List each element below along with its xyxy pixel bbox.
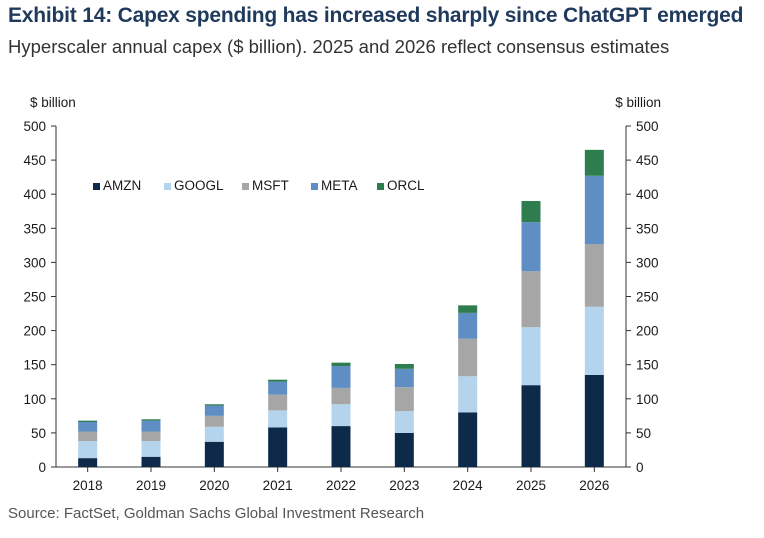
bar-segment-meta-2026 [584, 175, 604, 244]
bar-segment-orcl-2019 [141, 419, 161, 421]
bar-segment-orcl-2023 [394, 364, 414, 369]
bar-segment-amzn-2025 [521, 385, 541, 467]
legend-label-amzn: AMZN [103, 178, 141, 193]
bar-segment-googl-2026 [584, 306, 604, 375]
capex-chart: $ billion $ billion 0 0 50 50 100 100 150 150 200 2… [23, 95, 661, 493]
legend-label-orcl: ORCL [387, 178, 425, 193]
bar-segment-meta-2020 [204, 405, 224, 416]
source-note: Source: FactSet, Goldman Sachs Global In… [8, 505, 425, 522]
bar-segment-amzn-2019 [141, 456, 161, 467]
right-tick-label: 400 [636, 187, 659, 202]
right-tick-label: 300 [636, 255, 659, 270]
left-tick-label: 350 [23, 221, 46, 236]
bar-segment-msft-2022 [331, 387, 351, 405]
bar-segment-msft-2018 [78, 431, 98, 442]
bar-segment-googl-2018 [78, 441, 98, 459]
bar-segment-msft-2019 [141, 431, 161, 442]
bar-segment-meta-2023 [394, 368, 414, 388]
bar-segment-orcl-2024 [458, 305, 478, 313]
left-axis-unit-label: $ billion [30, 95, 76, 110]
bar-segment-amzn-2023 [394, 432, 414, 467]
bar-segment-amzn-2024 [458, 412, 478, 467]
bar-segment-googl-2021 [268, 410, 288, 428]
bar-segment-msft-2023 [394, 387, 414, 412]
left-tick-label: 0 [38, 460, 46, 475]
x-tick-label: 2023 [389, 478, 419, 493]
bar-segment-msft-2020 [204, 415, 224, 427]
bar-segment-googl-2019 [141, 441, 161, 457]
right-axis-unit-label: $ billion [615, 95, 661, 110]
bar-segment-orcl-2022 [331, 362, 351, 367]
bar-segment-orcl-2018 [78, 420, 98, 422]
bar-segment-meta-2024 [458, 312, 478, 339]
left-tick-label: 150 [23, 358, 46, 373]
left-tick-label: 50 [31, 426, 46, 441]
bar-segment-amzn-2018 [78, 458, 98, 467]
bar-segment-googl-2025 [521, 327, 541, 386]
bar-segment-meta-2025 [521, 222, 541, 272]
right-tick-label: 500 [636, 119, 659, 134]
right-tick-label: 0 [636, 460, 644, 475]
x-tick-label: 2024 [453, 478, 484, 493]
bar-segment-orcl-2021 [268, 379, 288, 382]
bar-segment-orcl-2025 [521, 201, 541, 223]
right-tick-label: 50 [636, 426, 651, 441]
left-tick-label: 400 [23, 187, 46, 202]
bar-segment-amzn-2022 [331, 426, 351, 467]
legend-swatch-orcl [377, 183, 384, 190]
right-tick-label: 350 [636, 221, 659, 236]
legend-swatch-msft [242, 183, 249, 190]
bar-segment-msft-2024 [458, 338, 478, 377]
x-tick-label: 2025 [516, 478, 546, 493]
bar-segment-googl-2024 [458, 376, 478, 413]
bar-segment-googl-2020 [204, 426, 224, 442]
left-tick-label: 500 [23, 119, 46, 134]
legend-label-meta: META [321, 178, 358, 193]
x-tick-label: 2020 [199, 478, 229, 493]
chart-title: Exhibit 14: Capex spending has increased… [8, 4, 744, 27]
x-tick-label: 2018 [73, 478, 103, 493]
bar-segment-amzn-2020 [204, 441, 224, 467]
bar-segment-orcl-2026 [584, 149, 604, 176]
bar-segment-msft-2025 [521, 271, 541, 328]
bar-segment-googl-2022 [331, 404, 351, 427]
bar-segment-googl-2023 [394, 411, 414, 433]
left-tick-label: 100 [23, 392, 46, 407]
bar-segment-amzn-2026 [584, 374, 604, 467]
bar-segment-msft-2026 [584, 243, 604, 307]
legend-label-googl: GOOGL [174, 178, 224, 193]
left-tick-label: 300 [23, 255, 46, 270]
legend-swatch-meta [311, 183, 318, 190]
right-tick-label: 150 [636, 358, 659, 373]
bar-segment-msft-2021 [268, 394, 288, 411]
legend-swatch-amzn [93, 183, 100, 190]
right-tick-label: 200 [636, 324, 659, 339]
right-tick-label: 450 [636, 153, 659, 168]
legend: AMZN GOOGL MSFT META ORCL [93, 178, 425, 193]
x-tick-label: 2021 [263, 478, 293, 493]
left-tick-label: 250 [23, 290, 46, 305]
axes-group: $ billion $ billion 0 0 50 50 100 100 150 150 200 2… [23, 95, 661, 493]
x-tick-label: 2019 [136, 478, 166, 493]
x-tick-label: 2026 [579, 478, 609, 493]
bars-group [78, 149, 604, 467]
right-tick-label: 100 [636, 392, 659, 407]
legend-swatch-googl [164, 183, 171, 190]
bar-segment-meta-2019 [141, 420, 161, 432]
left-tick-label: 450 [23, 153, 46, 168]
bar-segment-meta-2018 [78, 421, 98, 432]
bar-segment-orcl-2020 [204, 404, 224, 406]
left-tick-label: 200 [23, 324, 46, 339]
bar-segment-amzn-2021 [268, 427, 288, 467]
bar-segment-meta-2021 [268, 381, 288, 395]
right-tick-label: 250 [636, 290, 659, 305]
x-tick-label: 2022 [326, 478, 356, 493]
chart-subtitle: Hyperscaler annual capex ($ billion). 20… [8, 36, 670, 57]
bar-segment-meta-2022 [331, 366, 351, 388]
legend-label-msft: MSFT [252, 178, 289, 193]
